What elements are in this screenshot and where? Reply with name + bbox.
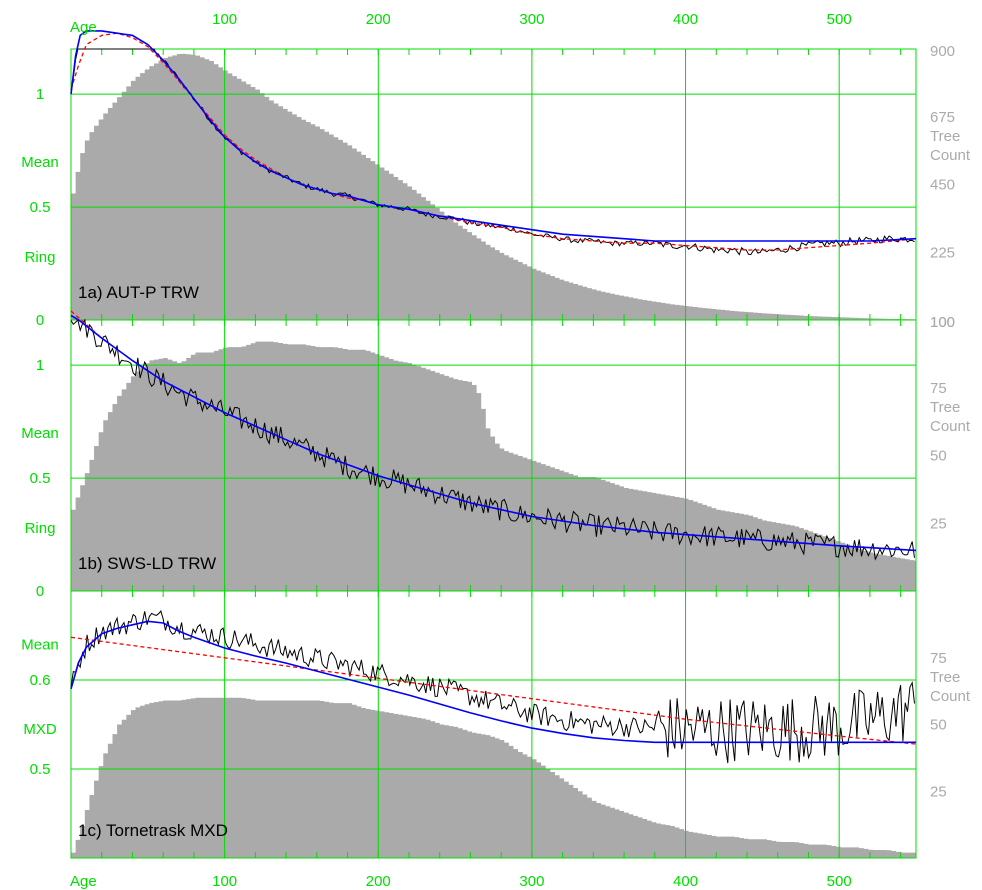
right-tick-label: 50 — [930, 448, 947, 465]
right-tick-label: 75 — [930, 650, 947, 667]
y-axis-label-word: Mean — [21, 636, 59, 653]
red-fit-line-1a — [70, 32, 917, 251]
y-tick-label: 0.6 — [30, 672, 51, 689]
x-axis-label-bottom: Age — [70, 873, 97, 890]
right-tick-label: 225 — [930, 244, 955, 261]
x-tick-label-bottom: 400 — [673, 873, 698, 890]
y-axis-label-word: Ring — [25, 249, 56, 266]
axis-text: Age Age 10010020020030030040040050050010… — [21, 11, 971, 890]
right-axis-label-word: Count — [930, 147, 971, 164]
series-lines — [70, 30, 917, 764]
y-axis-label-word: Mean — [21, 154, 59, 171]
blue-fit-line-1b — [70, 314, 917, 552]
raw-mean-line-1b — [70, 318, 915, 561]
x-tick-label-top: 300 — [519, 11, 544, 28]
panel-label-1c: 1c) Tornetrask MXD — [78, 821, 228, 840]
right-axis-label-word: Tree — [930, 669, 960, 686]
x-tick-label-bottom: 100 — [212, 873, 237, 890]
right-axis-label-word: Tree — [930, 128, 960, 145]
blue-fit-line-1c — [70, 620, 916, 744]
tree-count-area-1c — [71, 697, 916, 858]
y-tick-label: 0.5 — [30, 761, 51, 778]
y-axis-label-word: MXD — [23, 721, 57, 738]
right-tick-label: 25 — [930, 515, 947, 532]
x-tick-label-top: 500 — [827, 11, 852, 28]
x-tick-label-top: 200 — [366, 11, 391, 28]
x-tick-label-bottom: 200 — [366, 873, 391, 890]
right-tick-label: 675 — [930, 109, 955, 126]
x-axis-label-top: Age — [70, 19, 97, 36]
right-axis-label-word: Count — [930, 688, 971, 705]
right-tick-label: 900 — [930, 43, 955, 60]
x-tick-label-bottom: 500 — [827, 873, 852, 890]
right-tick-label: 50 — [930, 717, 947, 734]
right-axis-label-word: Tree — [930, 399, 960, 416]
y-tick-label: 1 — [36, 86, 44, 103]
y-tick-label: 0.5 — [30, 199, 51, 216]
tree-count-area-1a — [71, 53, 916, 320]
red-fit-line-1c — [70, 636, 917, 745]
x-tick-label-bottom: 300 — [519, 873, 544, 890]
y-axis-label-word: Ring — [25, 520, 56, 537]
right-tick-label: 100 — [930, 314, 955, 331]
panel-label-1b: 1b) SWS-LD TRW — [78, 554, 216, 573]
panel-label-1a: 1a) AUT-P TRW — [78, 283, 199, 302]
y-tick-label: 0 — [36, 583, 44, 600]
y-axis-label-word: Mean — [21, 425, 59, 442]
right-axis-label-word: Count — [930, 418, 971, 435]
y-tick-label: 0 — [36, 312, 44, 329]
raw-mean-line-1c — [70, 609, 915, 764]
right-tick-label: 75 — [930, 380, 947, 397]
grid-lines — [70, 48, 917, 859]
y-tick-label: 0.5 — [30, 470, 51, 487]
right-tick-label: 450 — [930, 177, 955, 194]
right-tick-label: 25 — [930, 783, 947, 800]
x-tick-label-top: 100 — [212, 11, 237, 28]
panel-frame-1c — [70, 590, 917, 859]
x-tick-label-top: 400 — [673, 11, 698, 28]
right-tick-label: 100 — [930, 314, 955, 331]
y-tick-label: 1 — [36, 357, 44, 374]
blue-fit-line-1a — [70, 30, 917, 242]
